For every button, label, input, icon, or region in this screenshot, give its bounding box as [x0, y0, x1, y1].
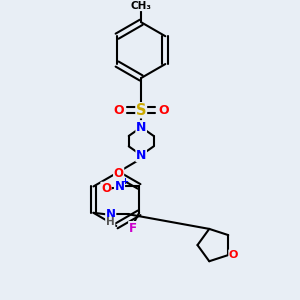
Text: H: H [106, 217, 115, 227]
Text: ⁻: ⁻ [108, 189, 112, 195]
Text: N: N [115, 180, 124, 193]
Text: N: N [106, 208, 116, 221]
Text: F: F [129, 222, 137, 235]
Text: O: O [101, 182, 111, 195]
Text: O: O [114, 167, 124, 180]
Text: +: + [121, 177, 128, 186]
Text: N: N [136, 121, 146, 134]
Text: S: S [136, 103, 146, 118]
Text: O: O [158, 104, 169, 117]
Text: O: O [229, 250, 238, 260]
Text: N: N [136, 148, 146, 162]
Text: CH₃: CH₃ [131, 1, 152, 10]
Text: O: O [113, 104, 124, 117]
